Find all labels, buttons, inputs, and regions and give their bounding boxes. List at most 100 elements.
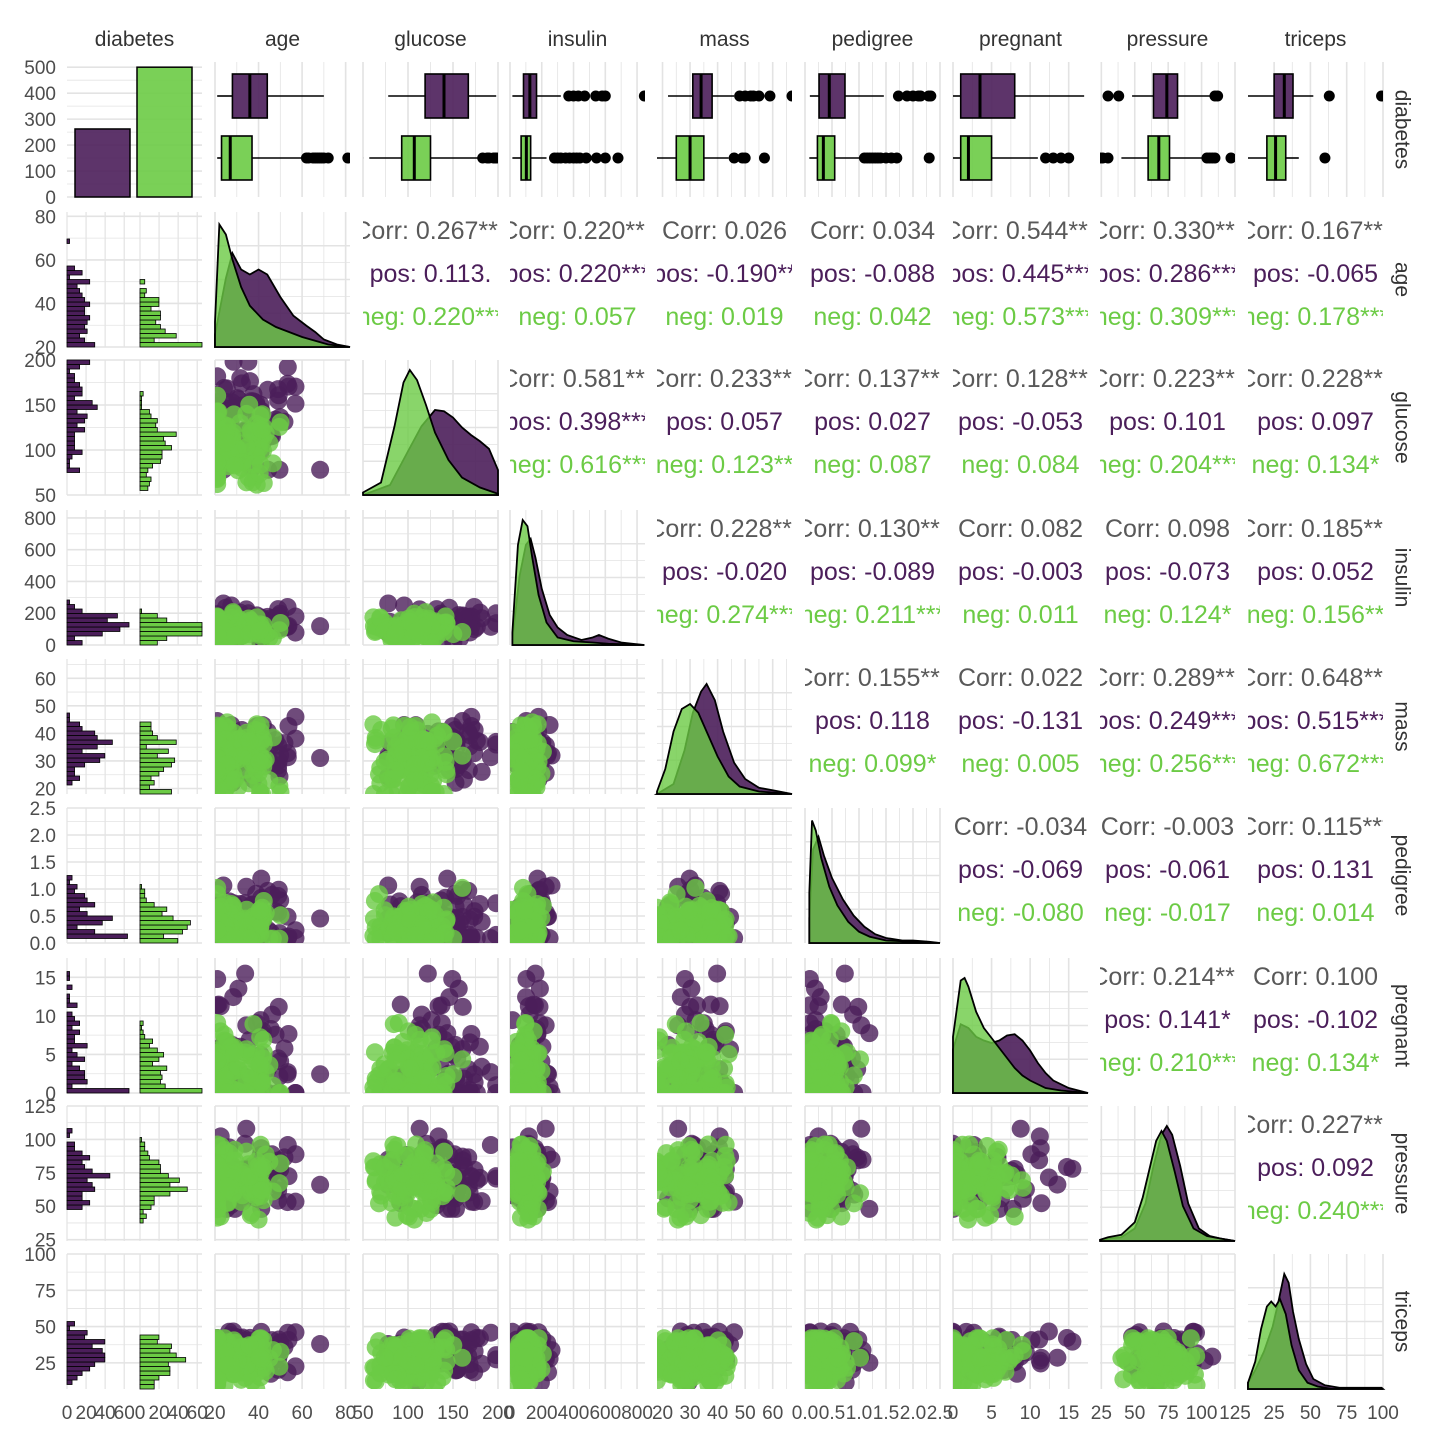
row-label-diabetes: diabetes (1390, 90, 1413, 169)
hist-bar (139, 1029, 144, 1035)
hist-bar (139, 757, 176, 763)
density-neg (511, 517, 645, 646)
hist-bar (66, 1173, 111, 1179)
hist-bar (139, 1034, 146, 1040)
scatter-point (364, 1078, 383, 1093)
scatter-point (536, 877, 555, 896)
hist-bar (139, 1182, 171, 1188)
scatter-point (689, 1033, 708, 1052)
hist-bar (139, 413, 152, 419)
scatter-point (250, 621, 269, 640)
scatter-point (462, 1323, 481, 1342)
scatter-point (215, 1156, 227, 1175)
panel-density-glucose (362, 360, 499, 496)
scatter-point (520, 1137, 539, 1156)
scatter-point (286, 1323, 305, 1342)
scatter-point (700, 902, 719, 921)
scatter-point (657, 914, 670, 933)
scatter-point (386, 921, 405, 940)
hist-bar (66, 427, 86, 433)
panel-scatter-glucose-pregnant (362, 958, 499, 1094)
scatter-point (250, 464, 269, 483)
hist-bar (66, 712, 70, 718)
gridlines (67, 1105, 202, 1241)
scatter-point (1005, 1207, 1024, 1226)
panel-scatter-glucose-mass (362, 659, 499, 794)
panel-histogram-mass (66, 659, 202, 795)
gridlines (67, 976, 202, 1094)
hist-bar (139, 1370, 171, 1376)
panel-density-pedigree (804, 808, 941, 944)
hist-bar (139, 342, 203, 348)
bar-neg (136, 66, 193, 198)
scatter-point (215, 761, 227, 780)
panel-histogram-age (66, 212, 203, 348)
hist-bar (66, 445, 75, 451)
hist-bar (139, 789, 172, 795)
scatter-point (399, 1207, 418, 1226)
scatter-point (216, 730, 235, 749)
scatter-point (393, 743, 412, 762)
scatter-point (453, 746, 472, 765)
scatter-point (406, 622, 425, 641)
hist-bar (139, 1083, 166, 1089)
hist-bar (139, 735, 158, 741)
hist-bar (139, 911, 163, 917)
scatter-point (1039, 1168, 1058, 1187)
scatter-point (278, 360, 297, 377)
row-label-triceps: triceps (1390, 1291, 1413, 1353)
scatter-point (231, 369, 250, 388)
outlier-point (891, 152, 903, 164)
hist-bar (139, 938, 179, 944)
hist-bar (66, 1168, 93, 1174)
scatter-point (215, 783, 234, 794)
scatter-point (515, 1158, 534, 1177)
hist-bar (139, 328, 166, 334)
hist-bar (139, 1379, 155, 1385)
hist-bar (66, 1056, 86, 1062)
hist-bar (66, 1370, 83, 1376)
hist-bar (66, 458, 70, 464)
scatter-point (435, 1142, 454, 1161)
scatter-point (671, 921, 690, 940)
outlier-point (591, 152, 603, 164)
hist-bar (139, 721, 152, 727)
panel-scatter-age-mass (214, 659, 350, 794)
hist-bar (66, 324, 86, 330)
hist-bar (66, 1141, 75, 1147)
scatter-point (406, 1083, 425, 1093)
hist-bar (66, 753, 106, 759)
panel-scatter-age-glucose (214, 359, 350, 496)
scatter-point (832, 1022, 851, 1041)
hist-bar (139, 1384, 155, 1390)
scatter-point (225, 626, 244, 645)
scatter-point (406, 1356, 425, 1375)
hist-bar (66, 613, 118, 619)
hist-bar (139, 310, 161, 316)
hist-bar (139, 739, 177, 745)
scatter-point (406, 926, 425, 943)
scatter-point (487, 925, 498, 943)
outlier-point (1209, 152, 1221, 164)
scatter-point (808, 1208, 827, 1227)
scatter-point (215, 1051, 227, 1070)
outlier-point (579, 90, 591, 102)
panel-scatter-age-pressure (214, 1105, 350, 1241)
scatter-point (379, 594, 398, 613)
outlier-point (728, 152, 740, 164)
hist-bar (66, 635, 75, 641)
scatter-point (472, 1057, 491, 1076)
hist-bar (66, 622, 130, 628)
hist-bar (139, 884, 142, 890)
scatter-point (423, 1057, 442, 1076)
panel-scatter-glucose-insulin (362, 510, 499, 646)
hist-bar (66, 1191, 83, 1197)
outlier-point (491, 152, 498, 164)
hist-bar (139, 1173, 169, 1179)
scatter-point (832, 995, 851, 1014)
hist-bar (66, 359, 91, 365)
hist-bar (66, 626, 121, 632)
column-label-diabetes: diabetes (95, 28, 174, 51)
scatter-point (215, 1370, 227, 1389)
hist-bar (66, 1343, 93, 1349)
